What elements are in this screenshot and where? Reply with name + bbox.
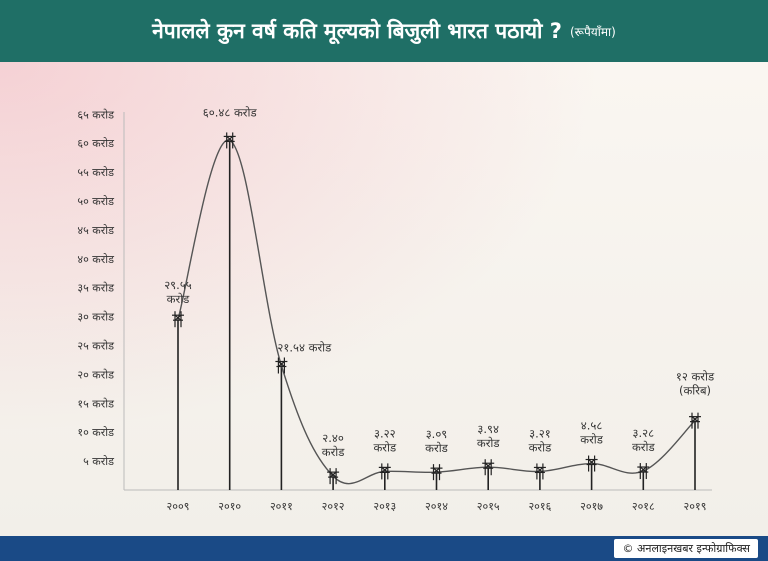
y-tick-label: ६० करोड (77, 137, 114, 150)
credit-label: © अनलाइनखबर इन्फोग्राफिक्स (614, 539, 758, 558)
data-label: ६०.४८ करोड (203, 105, 258, 119)
data-point-marker (223, 132, 236, 149)
data-label: ३.२१ (529, 426, 551, 440)
data-label: ३.२८ (632, 426, 654, 440)
data-point-marker (689, 412, 701, 429)
data-label: २.४० (322, 431, 344, 445)
footer-bar: © अनलाइनखबर इन्फोग्राफिक्स (0, 536, 768, 561)
data-point-marker (275, 357, 288, 374)
data-point-marker (327, 468, 340, 485)
chart-background (0, 62, 768, 536)
x-tick-label: २०१९ (684, 500, 707, 513)
x-tick-label: २०१४ (425, 500, 448, 513)
series-line (177, 139, 696, 485)
chart-subtitle: (रूपैयाँमा) (569, 24, 616, 39)
chart-title: नेपालले कुन वर्ष कति मूल्यको बिजुली भारत… (152, 19, 562, 43)
y-tick-label: २० करोड (77, 368, 114, 381)
x-tick-label: २०१५ (477, 500, 500, 513)
data-label: ४.५८ (581, 419, 603, 433)
x-tick-label: २०१२ (322, 500, 345, 513)
data-label: करोड (529, 440, 553, 454)
header-bar: नेपालले कुन वर्ष कति मूल्यको बिजुली भारत… (0, 0, 768, 62)
y-tick-label: ३५ करोड (77, 282, 114, 295)
data-point-marker (585, 455, 598, 472)
data-label: (करिब) (679, 384, 711, 398)
y-tick-label: ५५ करोड (77, 166, 114, 179)
data-label: २१.५४ करोड (277, 340, 332, 354)
data-point-marker (482, 459, 495, 476)
data-label: करोड (477, 436, 501, 450)
data-label: करोड (425, 441, 449, 455)
x-tick-label: २०१० (218, 500, 241, 513)
y-tick-label: ६५ करोड (77, 108, 114, 121)
y-tick-label: ३० करोड (77, 311, 114, 324)
data-point-marker (378, 463, 391, 480)
data-point-marker (172, 311, 184, 328)
data-point-marker (430, 464, 443, 481)
data-label: ३.९४ (477, 422, 499, 436)
x-tick-label: २०१६ (528, 500, 551, 513)
y-tick-label: १० करोड (77, 426, 114, 439)
data-label: २९.५५ (164, 278, 192, 292)
data-label: १२ करोड (676, 370, 715, 384)
y-tick-label: २५ करोड (77, 340, 114, 353)
x-tick-label: २००९ (167, 500, 190, 513)
x-tick-label: २०१८ (632, 500, 655, 513)
data-point-marker (637, 463, 650, 480)
y-tick-label: ४० करोड (77, 253, 114, 266)
data-label: करोड (632, 440, 656, 454)
data-label: करोड (167, 292, 191, 306)
line-chart: ५ करोड १० करोड १५ करोड २० करोड २५ करोड ३० करो… (77, 105, 715, 513)
data-label: ३.२२ (374, 426, 396, 440)
data-label: ३.०९ (426, 427, 448, 441)
y-tick-label: ४५ करोड (77, 224, 114, 237)
x-tick-label: २०१७ (580, 500, 603, 513)
data-point-marker (533, 463, 546, 480)
x-tick-label: २०१३ (373, 500, 396, 513)
x-tick-label: २०११ (270, 500, 293, 513)
y-tick-label: ५ करोड (83, 455, 114, 468)
data-label: करोड (322, 445, 346, 459)
data-label: करोड (373, 440, 397, 454)
y-tick-label: ५० करोड (77, 195, 114, 208)
y-tick-label: १५ करोड (77, 397, 114, 410)
data-label: करोड (580, 433, 604, 447)
